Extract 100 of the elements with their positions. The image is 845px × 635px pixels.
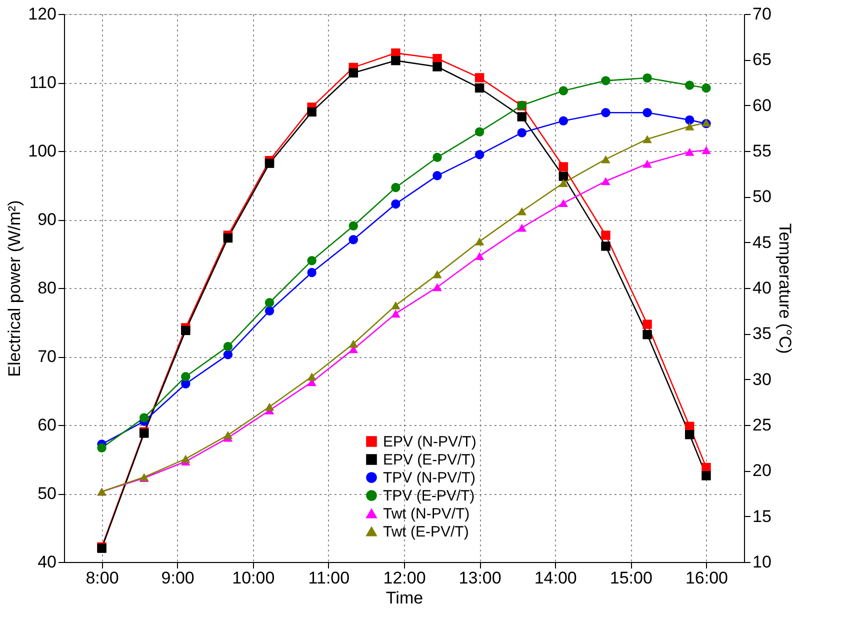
point	[264, 158, 274, 168]
point	[391, 182, 400, 192]
y-tick-label: 80	[38, 278, 56, 298]
point	[307, 268, 316, 278]
point	[474, 252, 484, 260]
y-tick-label: 70	[38, 347, 56, 366]
x-tick-label: 8:00	[86, 568, 119, 588]
x-tick-label: 10:00	[232, 568, 275, 588]
point	[307, 372, 316, 381]
point	[264, 402, 274, 411]
y2-tick-label: 50	[752, 187, 772, 206]
point	[474, 150, 484, 160]
y-axis-title: Electrical power (W/m²)	[5, 200, 24, 377]
point	[432, 152, 442, 162]
y2-tick-label: 40	[752, 278, 772, 298]
point	[223, 350, 233, 360]
point	[348, 68, 358, 78]
y2-tick-label: 45	[752, 232, 772, 252]
point	[558, 86, 568, 96]
point	[642, 108, 652, 118]
point	[517, 224, 526, 232]
point	[391, 310, 400, 318]
y2-axis-title: Temperature (°C)	[775, 223, 794, 354]
y-tick-label: 50	[38, 484, 56, 503]
legend-label: Twt (E-PV/T)	[383, 524, 469, 540]
y2-tick-label: 15	[752, 506, 772, 526]
point	[558, 116, 568, 126]
legend-label: Twt (N-PV/T)	[383, 506, 470, 522]
point	[601, 242, 610, 251]
point	[702, 471, 711, 480]
point	[474, 83, 484, 93]
point	[517, 207, 526, 216]
y2-tick-label: 20	[752, 461, 772, 480]
point	[642, 73, 652, 83]
point	[601, 108, 610, 118]
point	[558, 162, 568, 172]
y-tick-label: 90	[38, 210, 56, 229]
point	[601, 177, 610, 186]
point	[348, 234, 358, 244]
y2-tick-label: 30	[752, 370, 772, 389]
y-tick-label: 110	[29, 73, 56, 92]
y2-tick-label: 25	[752, 416, 772, 434]
point	[474, 237, 484, 246]
point	[601, 155, 610, 164]
point	[684, 122, 694, 130]
point	[348, 340, 358, 348]
point	[181, 454, 190, 463]
point	[601, 230, 610, 240]
x-tick-label: 14:00	[534, 568, 577, 588]
point	[558, 199, 568, 208]
point	[702, 146, 711, 154]
x-tick-label: 15:00	[610, 568, 652, 588]
point	[558, 178, 568, 187]
point	[684, 115, 694, 125]
point	[558, 172, 568, 181]
point	[642, 330, 652, 340]
point	[432, 283, 442, 292]
point	[181, 372, 190, 382]
y-tick-label: 40	[38, 552, 56, 572]
y2-tick-label: 55	[752, 142, 772, 160]
point	[432, 62, 442, 72]
point	[684, 80, 694, 90]
point	[391, 56, 400, 66]
point	[223, 431, 233, 440]
legend-label: EPV (N-PV/T)	[383, 434, 476, 450]
point	[223, 233, 233, 243]
y-tick-label: 100	[28, 142, 56, 160]
x-tick-label: 12:00	[383, 568, 426, 588]
x-axis-title: Time	[386, 588, 424, 608]
point	[181, 326, 190, 336]
point	[517, 112, 526, 122]
point	[642, 160, 652, 168]
x-tick-label: 11:00	[308, 568, 350, 588]
point	[684, 430, 694, 440]
y-tick-label: 60	[38, 416, 56, 434]
point	[307, 107, 316, 117]
y2-tick-label: 70	[752, 4, 772, 24]
point	[307, 256, 316, 266]
x-tick-label: 9:00	[161, 568, 194, 588]
point	[391, 301, 400, 310]
point	[517, 128, 526, 138]
point	[264, 306, 274, 316]
point	[223, 342, 233, 352]
point	[474, 127, 484, 136]
point	[474, 73, 484, 82]
point	[97, 443, 106, 452]
point	[432, 171, 442, 180]
point	[684, 148, 694, 156]
y-tick-label: 120	[28, 4, 56, 24]
point	[432, 270, 442, 278]
x-tick-label: 16:00	[685, 568, 728, 588]
point	[391, 199, 400, 209]
point	[702, 83, 711, 93]
point	[139, 413, 149, 422]
y2-tick-label: 65	[752, 50, 772, 70]
legend-label: TPV (N-PV/T)	[383, 470, 476, 486]
legend-label: TPV (E-PV/T)	[383, 488, 475, 504]
y2-tick-label: 60	[752, 96, 772, 115]
point	[264, 298, 274, 308]
y2-tick-label: 10	[752, 552, 772, 572]
